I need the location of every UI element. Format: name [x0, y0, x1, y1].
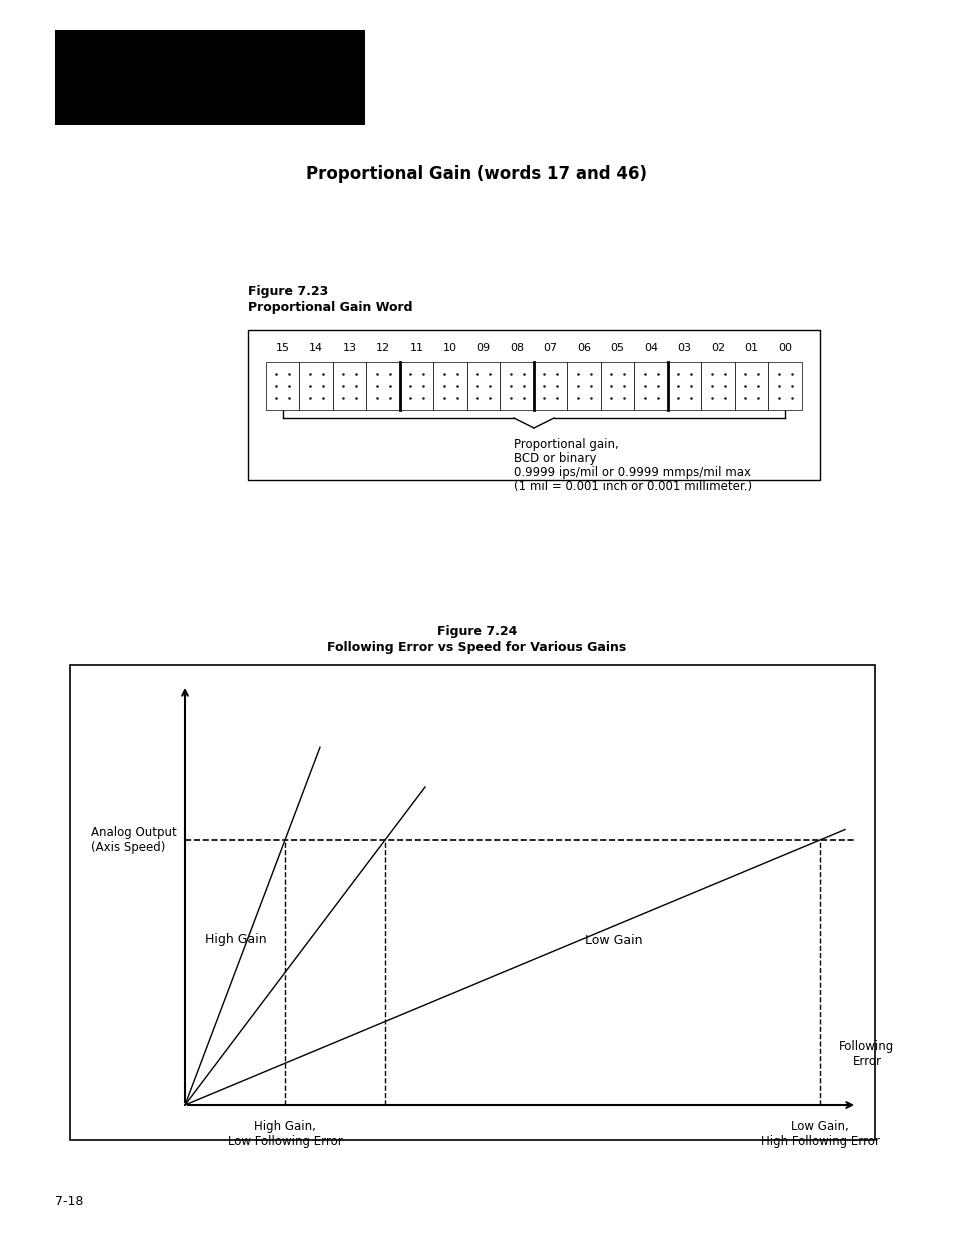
Text: 7-18: 7-18 — [55, 1195, 83, 1208]
Bar — [55, 30, 365, 125]
Text: High Gain: High Gain — [205, 934, 266, 946]
Text: Figure 7.24: Figure 7.24 — [436, 625, 517, 638]
Text: 0.9999 ips/mil or 0.9999 mmps/mil max: 0.9999 ips/mil or 0.9999 mmps/mil max — [514, 466, 750, 479]
Bar — [634, 362, 667, 410]
Text: 11: 11 — [410, 343, 423, 353]
Text: 03: 03 — [677, 343, 691, 353]
Bar — [266, 362, 299, 410]
Text: Low Gain,
High Following Error: Low Gain, High Following Error — [760, 1120, 879, 1149]
Text: 00: 00 — [778, 343, 791, 353]
Text: 09: 09 — [476, 343, 490, 353]
Text: 12: 12 — [375, 343, 390, 353]
Text: 07: 07 — [543, 343, 558, 353]
Bar — [366, 362, 399, 410]
Bar — [768, 362, 801, 410]
Text: Analog Output
(Axis Speed): Analog Output (Axis Speed) — [91, 826, 177, 853]
Text: Low Gain: Low Gain — [584, 934, 641, 946]
Bar — [500, 362, 534, 410]
Bar — [600, 362, 634, 410]
Bar — [534, 362, 567, 410]
Text: Chapter 7: Chapter 7 — [71, 58, 149, 72]
Bar — [248, 330, 820, 480]
Bar — [700, 362, 734, 410]
Text: 10: 10 — [443, 343, 456, 353]
Text: Proportional Gain Word: Proportional Gain Word — [248, 301, 412, 314]
Bar — [433, 362, 467, 410]
Text: Following Error vs Speed for Various Gains: Following Error vs Speed for Various Gai… — [327, 641, 626, 655]
Bar — [299, 362, 333, 410]
Text: 14: 14 — [309, 343, 323, 353]
Bar — [70, 664, 874, 1140]
Text: Formatting Module Data (WRITES): Formatting Module Data (WRITES) — [71, 80, 329, 93]
Text: 05: 05 — [610, 343, 624, 353]
Text: 13: 13 — [342, 343, 356, 353]
Text: BCD or binary: BCD or binary — [514, 452, 596, 466]
Text: 02: 02 — [710, 343, 724, 353]
Text: Figure 7.23: Figure 7.23 — [248, 285, 328, 298]
Text: Following
Error: Following Error — [839, 1040, 894, 1068]
Text: 15: 15 — [275, 343, 290, 353]
Bar — [734, 362, 768, 410]
Text: 01: 01 — [744, 343, 758, 353]
Bar — [667, 362, 700, 410]
Bar — [333, 362, 366, 410]
Text: High Gain,
Low Following Error: High Gain, Low Following Error — [228, 1120, 342, 1149]
Text: Proportional gain,: Proportional gain, — [514, 438, 618, 451]
Text: 06: 06 — [577, 343, 591, 353]
Bar — [467, 362, 500, 410]
Bar — [399, 362, 433, 410]
Bar — [567, 362, 600, 410]
Text: 04: 04 — [643, 343, 658, 353]
Text: Proportional Gain (words 17 and 46): Proportional Gain (words 17 and 46) — [306, 165, 647, 183]
Text: (1 mil = 0.001 inch or 0.001 millimeter.): (1 mil = 0.001 inch or 0.001 millimeter.… — [514, 480, 751, 493]
Text: 08: 08 — [510, 343, 524, 353]
